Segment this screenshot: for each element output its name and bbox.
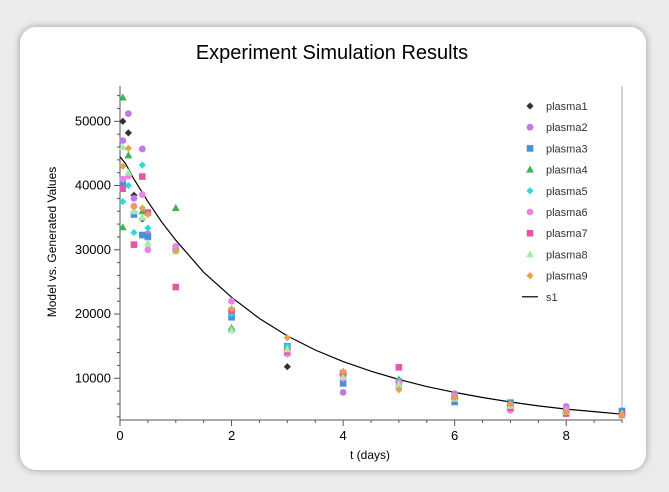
- data-point-plasma1: [283, 363, 291, 371]
- fit-line-s1: [119, 156, 623, 415]
- data-point-plasma6: [144, 246, 152, 254]
- data-point-plasma3: [130, 211, 138, 218]
- data-point-plasma2: [130, 195, 138, 202]
- data-point-plasma2: [339, 388, 347, 396]
- fit-line-group: [119, 156, 623, 415]
- legend-marker-plasma6: [526, 208, 534, 216]
- legend-label-plasma4: plasma4: [546, 165, 588, 177]
- data-point-plasma4: [118, 93, 127, 101]
- legend: plasma1 plasma2 plasma3 plasma4 plasma5 plasm…: [522, 101, 588, 304]
- data-point-plasma9: [451, 393, 459, 402]
- data-points: [118, 93, 626, 420]
- x-tick-label: 4: [339, 428, 346, 443]
- data-point-plasma2: [138, 145, 146, 153]
- data-point-plasma1: [119, 117, 127, 125]
- data-point-plasma6: [172, 243, 180, 250]
- legend-label-plasma6: plasma6: [546, 207, 588, 219]
- y-tick-label: 10000: [75, 370, 111, 385]
- legend-marker-plasma2: [526, 123, 534, 131]
- data-point-plasma8: [227, 325, 236, 334]
- data-point-plasma5: [130, 228, 138, 237]
- legend-marker-plasma9: [526, 272, 534, 280]
- data-point-plasma9: [506, 400, 515, 408]
- legend-label-plasma3: plasma3: [546, 143, 588, 155]
- data-point-plasma9: [395, 386, 403, 394]
- data-point-plasma6: [138, 191, 146, 198]
- data-point-plasma1: [124, 129, 132, 137]
- data-point-plasma9: [339, 368, 347, 376]
- legend-label-s1: s1: [546, 292, 558, 304]
- legend-marker-plasma5: [526, 187, 534, 195]
- legend-label-plasma5: plasma5: [546, 186, 588, 198]
- data-point-plasma9: [172, 247, 180, 255]
- data-point-plasma8: [118, 142, 127, 151]
- legend-marker-plasma4: [526, 165, 534, 173]
- x-axis-title: t (days): [350, 448, 390, 462]
- x-axis-ticks: 0 2 4 6 8: [116, 420, 623, 443]
- data-point-plasma2: [119, 137, 127, 144]
- data-point-plasma5: [124, 181, 132, 190]
- data-point-plasma6: [119, 175, 127, 183]
- legend-label-plasma8: plasma8: [546, 249, 588, 261]
- legend-label-plasma1: plasma1: [546, 101, 588, 113]
- data-point-plasma3: [144, 233, 152, 241]
- data-point-plasma8: [124, 168, 133, 176]
- data-point-plasma9: [283, 334, 291, 342]
- data-point-plasma7: [395, 364, 403, 371]
- x-tick-label: 0: [116, 428, 123, 443]
- legend-label-plasma9: plasma9: [546, 271, 588, 283]
- y-axis-title: Model vs. Generated Values: [45, 167, 59, 318]
- legend-label-plasma2: plasma2: [546, 122, 588, 134]
- data-point-plasma9: [618, 411, 626, 420]
- chart-title: Experiment Simulation Results: [196, 42, 468, 64]
- data-point-plasma9: [227, 305, 236, 313]
- data-point-plasma2: [124, 110, 132, 118]
- data-point-plasma9: [124, 144, 132, 152]
- chart-card: Experiment Simulation Results 0 2 4 6 8 1000…: [20, 27, 646, 470]
- data-point-plasma6: [228, 297, 235, 305]
- y-tick-label: 50000: [75, 113, 111, 128]
- data-point-plasma4: [171, 203, 180, 212]
- legend-marker-plasma1: [526, 102, 534, 110]
- data-point-plasma5: [144, 224, 152, 232]
- legend-marker-plasma7: [526, 229, 534, 237]
- data-point-plasma5: [119, 198, 127, 206]
- data-point-plasma8: [138, 213, 147, 221]
- x-tick-label: 8: [563, 428, 570, 443]
- data-point-plasma7: [130, 241, 138, 248]
- x-tick-label: 6: [451, 428, 458, 443]
- legend-label-plasma7: plasma7: [546, 228, 588, 240]
- data-point-plasma9: [119, 162, 127, 170]
- legend-marker-plasma3: [526, 145, 534, 152]
- data-point-plasma4: [118, 223, 127, 231]
- data-point-plasma7: [172, 283, 180, 291]
- data-point-plasma8: [143, 239, 152, 247]
- data-point-plasma8: [339, 372, 348, 380]
- data-point-plasma3: [339, 380, 347, 387]
- y-tick-label: 30000: [75, 242, 111, 257]
- x-tick-label: 2: [228, 428, 235, 443]
- legend-marker-plasma8: [526, 250, 534, 258]
- y-tick-label: 20000: [75, 306, 111, 321]
- data-point-plasma4: [124, 151, 133, 159]
- data-point-plasma5: [138, 161, 146, 169]
- data-point-plasma8: [283, 345, 292, 353]
- data-point-plasma9: [144, 210, 152, 219]
- data-point-plasma7: [119, 185, 127, 193]
- data-point-plasma3: [139, 231, 146, 239]
- y-tick-label: 40000: [75, 178, 111, 193]
- data-point-plasma8: [130, 207, 138, 215]
- y-axis-ticks: 10000 20000 30000 40000 50000: [75, 95, 120, 418]
- scatter-chart: Experiment Simulation Results 0 2 4 6 8 1000…: [45, 42, 626, 462]
- data-point-plasma9: [562, 408, 570, 416]
- data-point-plasma8: [394, 380, 403, 388]
- data-point-plasma7: [139, 173, 146, 180]
